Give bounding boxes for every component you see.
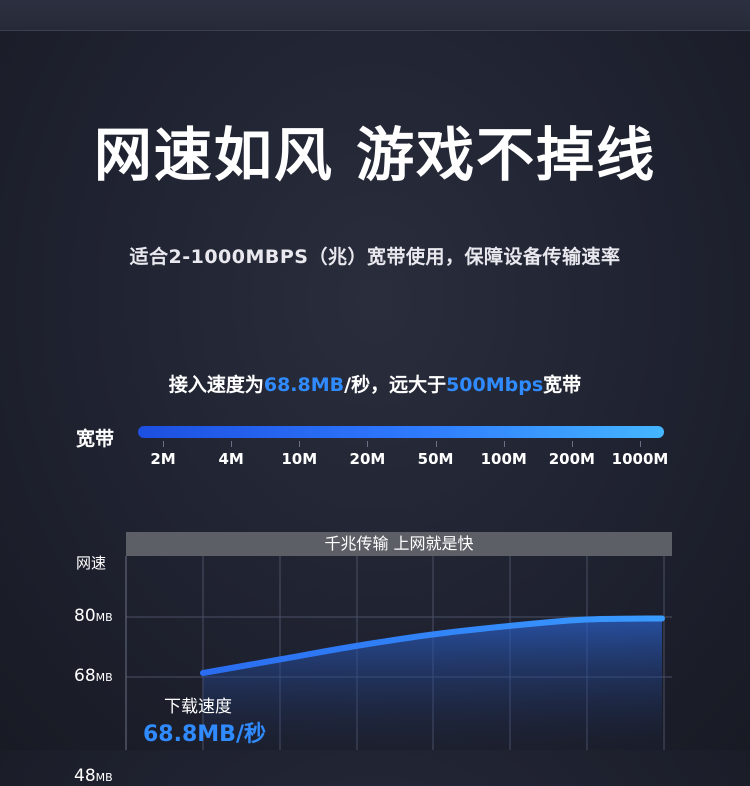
bandwidth-tick-label: 2M	[150, 450, 176, 468]
speed-mid: /秒，远大于	[344, 374, 447, 396]
download-speed-label: 下载速度	[164, 697, 232, 717]
speed-suffix: 宽带	[543, 374, 582, 396]
bandwidth-tick-label: 10M	[281, 450, 318, 468]
bandwidth-tick-mark	[640, 441, 641, 447]
bandwidth-tick-label: 1000M	[611, 450, 669, 468]
bandwidth-tick-label: 200M	[548, 450, 595, 468]
bandwidth-tick-mark	[299, 441, 301, 447]
y-tick-label: 80MB	[74, 606, 113, 626]
bandwidth-tick-label: 20M	[349, 450, 386, 468]
bandwidth-tick-mark	[435, 441, 437, 447]
bandwidth-tick-label: 100M	[480, 450, 527, 468]
speed-statement: 接入速度为68.8MB/秒，远大于500Mbps宽带	[0, 370, 750, 397]
bandwidth-bar	[138, 426, 664, 438]
bandwidth-tick-mark	[571, 441, 573, 447]
y-tick-label: 48MB	[74, 766, 113, 786]
chart-title: 千兆传输 上网就是快	[126, 532, 672, 556]
y-tick-label: 68MB	[74, 666, 113, 686]
top-header-strip	[0, 0, 750, 31]
bandwidth-tick-label: 4M	[218, 450, 244, 468]
download-speed-area	[203, 618, 662, 750]
bandwidth-tick-mark	[503, 441, 505, 447]
download-speed-line	[200, 615, 665, 676]
speed-prefix: 接入速度为	[168, 374, 264, 396]
bandwidth-value: 500Mbps	[446, 374, 544, 396]
bandwidth-label: 宽带	[76, 428, 115, 450]
y-axis-title: 网速	[76, 554, 107, 572]
download-speed-value: 68.8MB/秒	[143, 722, 266, 747]
speed-value: 68.8MB	[263, 374, 345, 396]
bandwidth-tick-mark	[163, 441, 164, 447]
speed-chart	[125, 556, 672, 750]
page-subtitle: 适合2-1000MBPS（兆）宽带使用，保障设备传输速率	[129, 246, 621, 268]
bandwidth-tick-mark	[367, 441, 369, 447]
bandwidth-tick-label: 50M	[417, 450, 454, 468]
page-title: 网速如风 游戏不掉线	[93, 121, 657, 189]
bandwidth-tick-mark	[231, 441, 233, 447]
